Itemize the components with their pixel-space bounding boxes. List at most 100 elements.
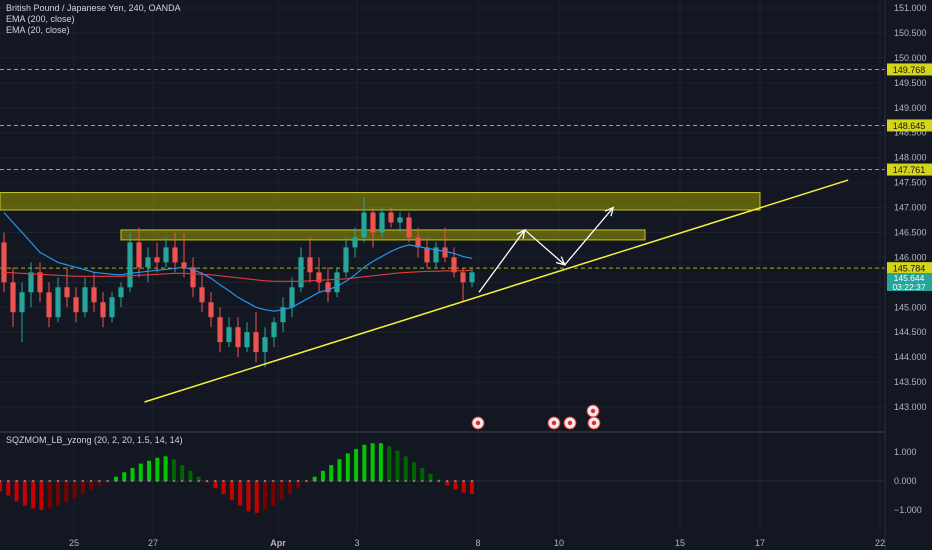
candle-body (415, 237, 421, 248)
momentum-bar (312, 476, 317, 481)
indicator-tick-label: −1.000 (894, 505, 922, 515)
squeeze-dot (222, 480, 225, 482)
squeeze-dot (230, 480, 233, 482)
momentum-bar (188, 470, 193, 481)
candle-body (388, 212, 394, 223)
candle-body (208, 302, 214, 318)
momentum-histogram (0, 443, 885, 513)
price-tick-label: 149.500 (894, 78, 927, 88)
ema20-line (3, 212, 473, 312)
momentum-bar (180, 465, 185, 481)
momentum-bar (296, 481, 301, 489)
squeeze-dot (7, 480, 10, 482)
momentum-bar (412, 462, 417, 481)
momentum-bar (428, 473, 433, 481)
candle-body (145, 257, 151, 268)
candle-body (370, 212, 376, 233)
squeeze-dot (363, 480, 366, 482)
candle-body (100, 302, 106, 318)
symbol-title[interactable]: British Pound / Japanese Yen, 240, OANDA (6, 3, 181, 13)
squeeze-dot (371, 480, 374, 482)
candle-body (280, 307, 286, 323)
level-badge (887, 262, 932, 275)
countdown-label: 03:22:37 (892, 282, 925, 292)
squeeze-dot (148, 480, 151, 482)
squeeze-dot (454, 480, 457, 482)
price-tick-label: 150.000 (894, 53, 927, 63)
candle-body (406, 217, 412, 238)
candle-body (127, 242, 133, 288)
arrow-head (604, 206, 615, 217)
indicator-axis-labels: 1.000 0.000 −1.000 (894, 447, 922, 515)
price-badges: 149.768 148.645 147.761 145.784145.64403:22… (887, 63, 932, 292)
candle-body (190, 267, 196, 288)
candle-body (442, 247, 448, 258)
candle-body (433, 247, 439, 263)
event-markers[interactable] (471, 404, 601, 430)
squeeze-dot (73, 480, 76, 482)
price-axis-labels: 151.000 150.500 150.000 149.500 149.000 148.5… (894, 3, 927, 412)
arrow-segment (478, 229, 526, 293)
squeeze-dot (429, 480, 432, 482)
ema20-legend[interactable]: EMA (20, close) (6, 25, 70, 35)
time-scale[interactable] (0, 533, 932, 550)
momentum-bar (345, 453, 350, 481)
momentum-bar (287, 481, 292, 495)
momentum-bar (238, 481, 243, 506)
momentum-bar (420, 467, 425, 481)
squeeze-dot (471, 480, 473, 482)
squeeze-dot (396, 480, 399, 482)
candle-body (1, 242, 7, 283)
squeeze-dot (297, 480, 300, 482)
squeeze-dot (330, 480, 333, 482)
squeeze-dot (65, 480, 68, 482)
candle-body (325, 282, 331, 293)
squeeze-dot (164, 480, 167, 482)
event-flag-dot (590, 408, 596, 414)
price-tick-label: 143.000 (894, 402, 927, 412)
candle-body (118, 287, 124, 298)
momentum-bar (453, 481, 458, 490)
squeeze-dot (247, 480, 250, 482)
ema200-legend[interactable]: EMA (200, close) (6, 14, 75, 24)
squeeze-dot (321, 480, 324, 482)
candle-body (343, 247, 349, 273)
price-tick-label: 150.500 (894, 28, 927, 38)
trendline (144, 179, 849, 403)
candle-body (181, 262, 187, 268)
squeeze-dot (0, 480, 1, 482)
momentum-bar (262, 481, 267, 510)
squeeze-dot (15, 480, 18, 482)
momentum-bar (337, 459, 342, 481)
indicator-tick-label: 1.000 (894, 447, 917, 457)
level-badge-label: 147.761 (893, 165, 926, 175)
momentum-bar (213, 481, 218, 489)
momentum-bar (130, 467, 135, 481)
candle-body (109, 297, 115, 318)
squeeze-dot (338, 480, 341, 482)
candle-body (82, 287, 88, 313)
squeeze-dot (280, 480, 283, 482)
price-tick-label: 147.500 (894, 178, 927, 188)
squeeze-dot (404, 480, 407, 482)
time-tick-label: 10 (554, 538, 564, 548)
candle-body (10, 282, 16, 313)
momentum-bar (470, 481, 474, 495)
momentum-bar (370, 443, 375, 481)
momentum-bar (279, 481, 284, 500)
candle-body (55, 287, 61, 318)
squeeze-dot (313, 480, 316, 482)
candle-body (19, 292, 25, 313)
candle-body (379, 212, 385, 233)
indicator-legend[interactable]: SQZMOM_LB_yzong (20, 2, 20, 1.5, 14, 14) (6, 435, 183, 445)
candle-body (262, 337, 268, 353)
candle-body (217, 317, 223, 343)
candle-body (271, 322, 277, 338)
candle-body (316, 272, 322, 283)
squeeze-dot (81, 480, 84, 482)
squeeze-dot (131, 480, 134, 482)
squeeze-dot (32, 480, 35, 482)
candle-body (460, 272, 466, 283)
price-tick-label: 147.000 (894, 203, 927, 213)
